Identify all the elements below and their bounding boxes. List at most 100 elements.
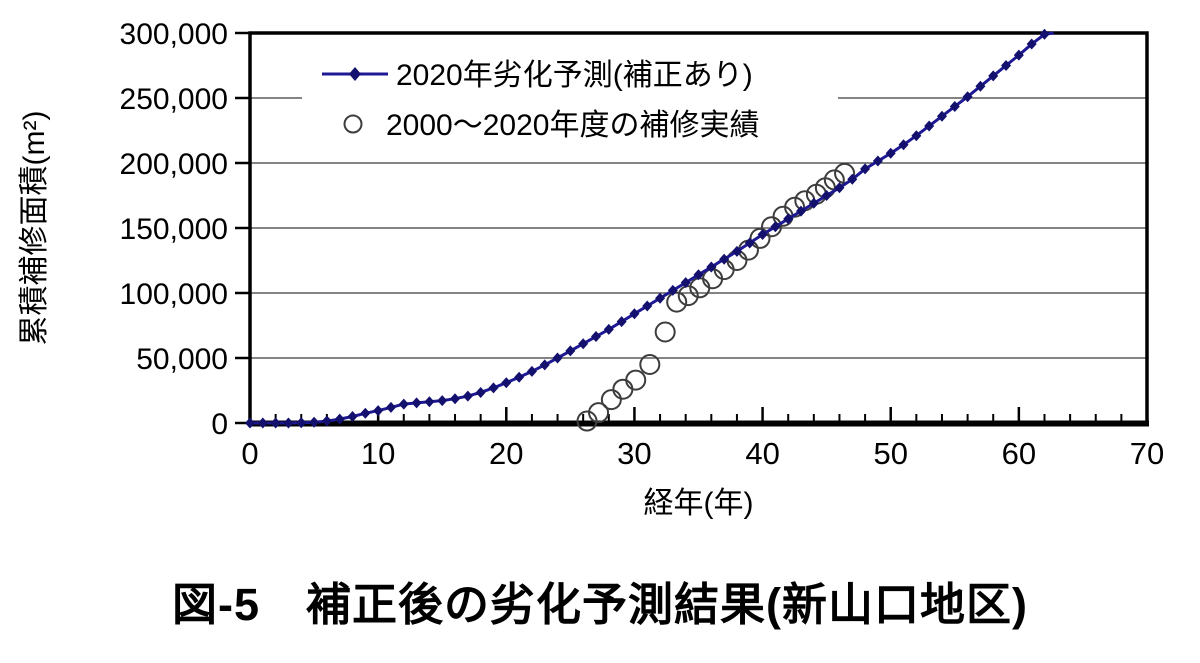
prediction-marker bbox=[424, 396, 435, 408]
prediction-marker bbox=[321, 415, 332, 427]
prediction-marker bbox=[796, 205, 807, 217]
y-tick-label: 300,000 bbox=[120, 18, 228, 51]
legend-background bbox=[302, 46, 838, 146]
x-axis-ticks: 0 10 20 30 40 50 60 70 bbox=[241, 407, 1164, 471]
legend-circle-icon bbox=[343, 114, 363, 134]
y-tick-label: 50,000 bbox=[136, 343, 228, 376]
prediction-marker bbox=[629, 308, 640, 320]
prediction-marker bbox=[475, 386, 486, 398]
prediction-marker bbox=[975, 80, 986, 92]
prediction-marker bbox=[437, 395, 448, 407]
prediction-marker bbox=[860, 163, 871, 175]
prediction-marker bbox=[450, 393, 461, 405]
actual-data-point bbox=[666, 291, 688, 313]
y-tick-label: 200,000 bbox=[120, 148, 228, 181]
prediction-marker bbox=[706, 261, 717, 273]
prediction-marker bbox=[719, 253, 730, 265]
prediction-marker bbox=[1039, 28, 1050, 40]
prediction-marker bbox=[334, 413, 345, 425]
prediction-marker bbox=[744, 237, 755, 249]
prediction-marker bbox=[693, 269, 704, 281]
x-tick-label: 10 bbox=[361, 436, 395, 471]
prediction-marker bbox=[347, 411, 358, 422]
prediction-marker bbox=[885, 147, 896, 159]
chart-area: 0 50,000 100,000 150,000 200,000 250,000 300,0… bbox=[18, 18, 1164, 520]
legend-diamond-icon bbox=[349, 67, 361, 81]
prediction-line-series bbox=[245, 28, 1054, 429]
y-axis-ticks: 0 50,000 100,000 150,000 200,000 250,000 300,0… bbox=[120, 18, 250, 441]
prediction-marker bbox=[526, 365, 537, 377]
prediction-marker bbox=[501, 377, 512, 389]
prediction-marker bbox=[488, 382, 499, 394]
x-tick-label: 50 bbox=[873, 436, 907, 471]
prediction-marker bbox=[283, 417, 294, 429]
prediction-marker bbox=[309, 416, 320, 428]
prediction-marker bbox=[514, 371, 525, 383]
prediction-marker bbox=[949, 100, 960, 112]
y-axis-title: 累積補修面積(m²) bbox=[18, 111, 51, 346]
y-tick-label: 250,000 bbox=[120, 83, 228, 116]
prediction-marker bbox=[680, 277, 691, 289]
figure-caption: 図-5 補正後の劣化予測結果(新山口地区) bbox=[172, 579, 1028, 630]
prediction-marker bbox=[1026, 38, 1037, 50]
prediction-marker bbox=[398, 398, 409, 410]
prediction-marker bbox=[642, 300, 653, 312]
prediction-marker bbox=[245, 417, 255, 429]
prediction-marker bbox=[603, 323, 614, 335]
prediction-marker bbox=[936, 110, 947, 122]
actual-data-point bbox=[625, 369, 647, 391]
chart-svg: 0 50,000 100,000 150,000 200,000 250,000 300,0… bbox=[18, 18, 1164, 520]
actual-data-point bbox=[761, 216, 783, 238]
x-tick-label: 60 bbox=[1002, 436, 1036, 471]
prediction-marker bbox=[373, 405, 384, 417]
prediction-marker bbox=[411, 397, 422, 409]
prediction-marker bbox=[808, 197, 819, 209]
prediction-marker bbox=[770, 221, 781, 233]
prediction-marker bbox=[962, 91, 973, 103]
prediction-marker bbox=[539, 359, 550, 371]
prediction-marker bbox=[296, 417, 307, 429]
prediction-marker bbox=[1013, 49, 1024, 61]
actual-data-point bbox=[600, 389, 622, 411]
prediction-marker bbox=[872, 155, 883, 167]
prediction-marker bbox=[360, 407, 371, 419]
legend: 2020年劣化予測(補正あり) 2000〜2020年度の補修実績 bbox=[302, 46, 838, 146]
x-tick-label: 70 bbox=[1130, 436, 1164, 471]
prediction-marker bbox=[783, 213, 794, 225]
prediction-marker bbox=[731, 245, 742, 257]
prediction-marker bbox=[385, 401, 396, 413]
actual-data-point bbox=[588, 402, 610, 424]
prediction-marker bbox=[847, 173, 858, 185]
prediction-marker bbox=[462, 390, 473, 402]
prediction-marker bbox=[834, 182, 845, 194]
prediction-marker bbox=[552, 352, 563, 364]
prediction-marker bbox=[924, 120, 935, 132]
prediction-marker bbox=[898, 139, 909, 151]
actual-data-point bbox=[612, 378, 634, 400]
prediction-line bbox=[250, 31, 1054, 425]
prediction-marker bbox=[578, 338, 589, 350]
x-tick-label: 40 bbox=[745, 436, 779, 471]
actual-data-point bbox=[677, 285, 699, 307]
prediction-marker bbox=[757, 229, 768, 240]
legend-label-actual: 2000〜2020年度の補修実績 bbox=[386, 109, 759, 142]
prediction-marker bbox=[911, 130, 922, 142]
x-axis-title: 経年(年) bbox=[644, 487, 754, 520]
x-tick-label: 30 bbox=[617, 436, 651, 471]
y-tick-label: 0 bbox=[211, 408, 228, 441]
actual-data-point bbox=[654, 321, 676, 343]
y-tick-label: 100,000 bbox=[120, 278, 228, 311]
prediction-marker bbox=[565, 345, 576, 357]
legend-label-prediction: 2020年劣化予測(補正あり) bbox=[396, 59, 753, 92]
prediction-marker bbox=[655, 292, 666, 304]
prediction-marker bbox=[270, 417, 281, 429]
prediction-marker bbox=[988, 70, 999, 82]
x-tick-label: 20 bbox=[489, 436, 523, 471]
prediction-marker bbox=[667, 284, 678, 296]
prediction-marker bbox=[590, 331, 601, 343]
actual-data-point bbox=[639, 354, 661, 375]
y-tick-label: 150,000 bbox=[120, 213, 228, 246]
prediction-marker bbox=[257, 417, 268, 429]
prediction-marker bbox=[821, 190, 832, 201]
